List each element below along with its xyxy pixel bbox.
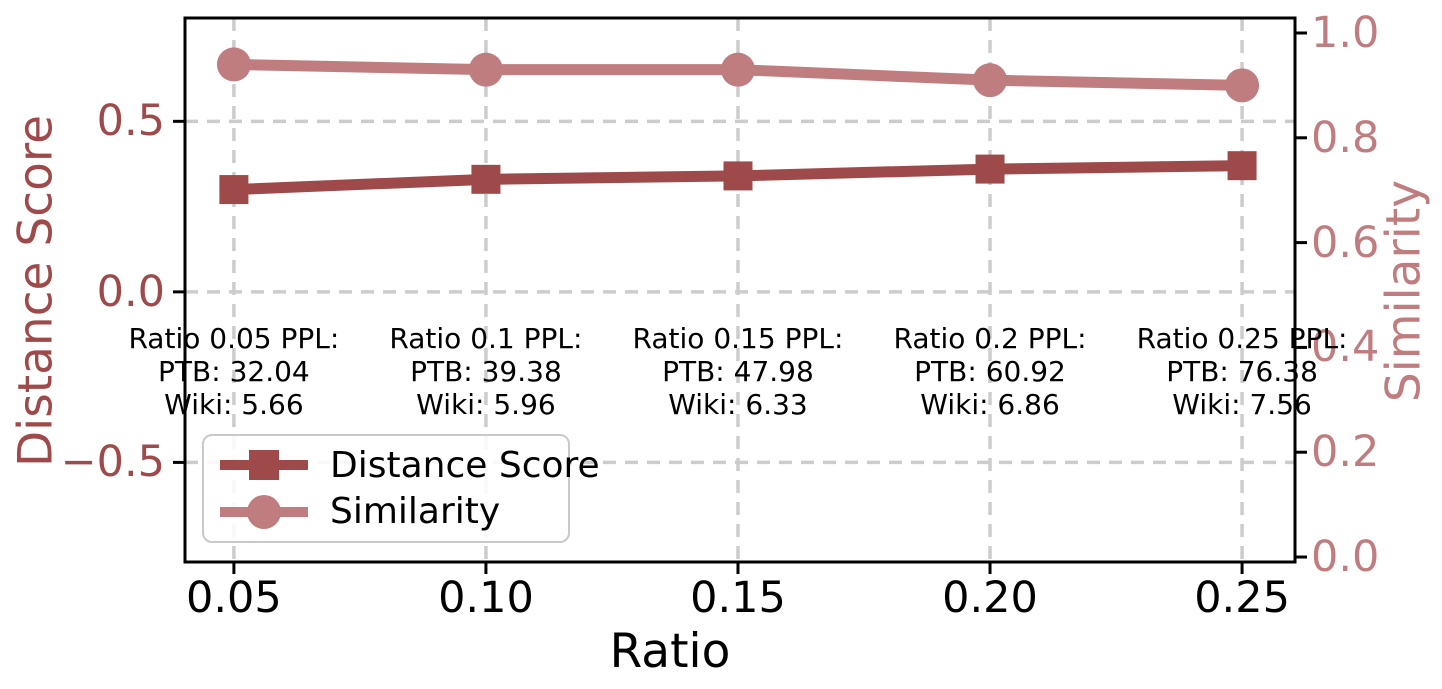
annotation-line: Wiki: 5.96 bbox=[416, 388, 556, 421]
right-y-tick-label: 0.6 bbox=[1311, 217, 1380, 268]
ppl-annotation: Ratio 0.25 PPL: PTB: 76.38 Wiki: 7.56 bbox=[1102, 322, 1382, 421]
x-tick-label: 0.10 bbox=[438, 573, 534, 623]
left-y-tick-label: 0.5 bbox=[96, 96, 165, 147]
plot-frame bbox=[183, 16, 1297, 564]
series-distance-score bbox=[219, 151, 1257, 205]
right-y-tick-label: 1.0 bbox=[1311, 7, 1380, 58]
right-y-tick-label: 0.0 bbox=[1311, 532, 1380, 583]
annotation-line: Ratio 0.25 PPL: bbox=[1136, 322, 1348, 355]
circle-marker-icon bbox=[973, 63, 1008, 98]
right-y-tick-label: 0.8 bbox=[1311, 112, 1380, 163]
annotation-line: PTB: 32.04 bbox=[158, 355, 310, 388]
circle-marker-icon bbox=[720, 52, 755, 87]
ppl-annotation: Ratio 0.1 PPL: PTB: 39.38 Wiki: 5.96 bbox=[346, 322, 626, 421]
square-marker-icon bbox=[219, 175, 249, 205]
circle-marker-icon bbox=[216, 47, 251, 82]
annotation-line: Ratio 0.1 PPL: bbox=[389, 322, 583, 355]
annotation-line: Ratio 0.05 PPL: bbox=[128, 322, 340, 355]
similarity-line-sample bbox=[220, 492, 308, 532]
circle-marker-icon bbox=[468, 52, 503, 87]
x-tick-label: 0.15 bbox=[690, 573, 786, 623]
annotation-line: PTB: 39.38 bbox=[410, 355, 562, 388]
series-similarity bbox=[216, 47, 1260, 103]
right-y-axis-label: Similarity bbox=[1376, 179, 1432, 403]
square-marker-icon bbox=[471, 164, 501, 194]
legend-label: Distance Score bbox=[330, 444, 600, 486]
ppl-annotation: Ratio 0.15 PPL: PTB: 47.98 Wiki: 6.33 bbox=[598, 322, 878, 421]
square-marker-icon bbox=[975, 154, 1005, 184]
x-axis-label: Ratio bbox=[609, 624, 731, 679]
legend: Distance Score Similarity bbox=[202, 434, 600, 543]
x-tick-label: 0.20 bbox=[942, 573, 1038, 623]
annotation-line: Wiki: 6.86 bbox=[920, 388, 1060, 421]
legend-entry-similarity: Similarity bbox=[220, 490, 568, 534]
annotation-line: Ratio 0.2 PPL: bbox=[893, 322, 1087, 355]
right-y-tick-label: 0.2 bbox=[1311, 427, 1380, 478]
legend-label: Similarity bbox=[330, 491, 501, 533]
square-marker-icon bbox=[723, 161, 753, 191]
square-marker-icon bbox=[249, 450, 279, 481]
x-tick-label: 0.05 bbox=[186, 573, 282, 623]
annotation-line: Wiki: 7.56 bbox=[1172, 388, 1312, 421]
circle-marker-icon bbox=[1225, 68, 1260, 103]
annotation-line: PTB: 76.38 bbox=[1166, 355, 1318, 388]
left-y-tick-label: 0.0 bbox=[96, 266, 165, 317]
annotation-line: Wiki: 5.66 bbox=[164, 388, 304, 421]
legend-entry-distance-score: Distance Score bbox=[220, 443, 600, 487]
circle-marker-icon bbox=[247, 494, 281, 529]
square-marker-icon bbox=[1227, 151, 1257, 181]
annotation-line: Wiki: 6.33 bbox=[668, 388, 808, 421]
left-y-tick-label: −0.5 bbox=[60, 437, 165, 488]
tick-marks bbox=[173, 31, 1307, 574]
annotation-line: Ratio 0.15 PPL: bbox=[632, 322, 844, 355]
ppl-annotation: Ratio 0.2 PPL: PTB: 60.92 Wiki: 6.86 bbox=[850, 322, 1130, 421]
x-tick-label: 0.25 bbox=[1194, 573, 1290, 623]
right-y-tick-label: 0.4 bbox=[1311, 322, 1380, 373]
ppl-annotation: Ratio 0.05 PPL: PTB: 32.04 Wiki: 5.66 bbox=[94, 322, 374, 421]
annotation-line: PTB: 47.98 bbox=[662, 355, 814, 388]
distance-score-line-sample bbox=[220, 445, 308, 485]
annotation-line: PTB: 60.92 bbox=[914, 355, 1066, 388]
